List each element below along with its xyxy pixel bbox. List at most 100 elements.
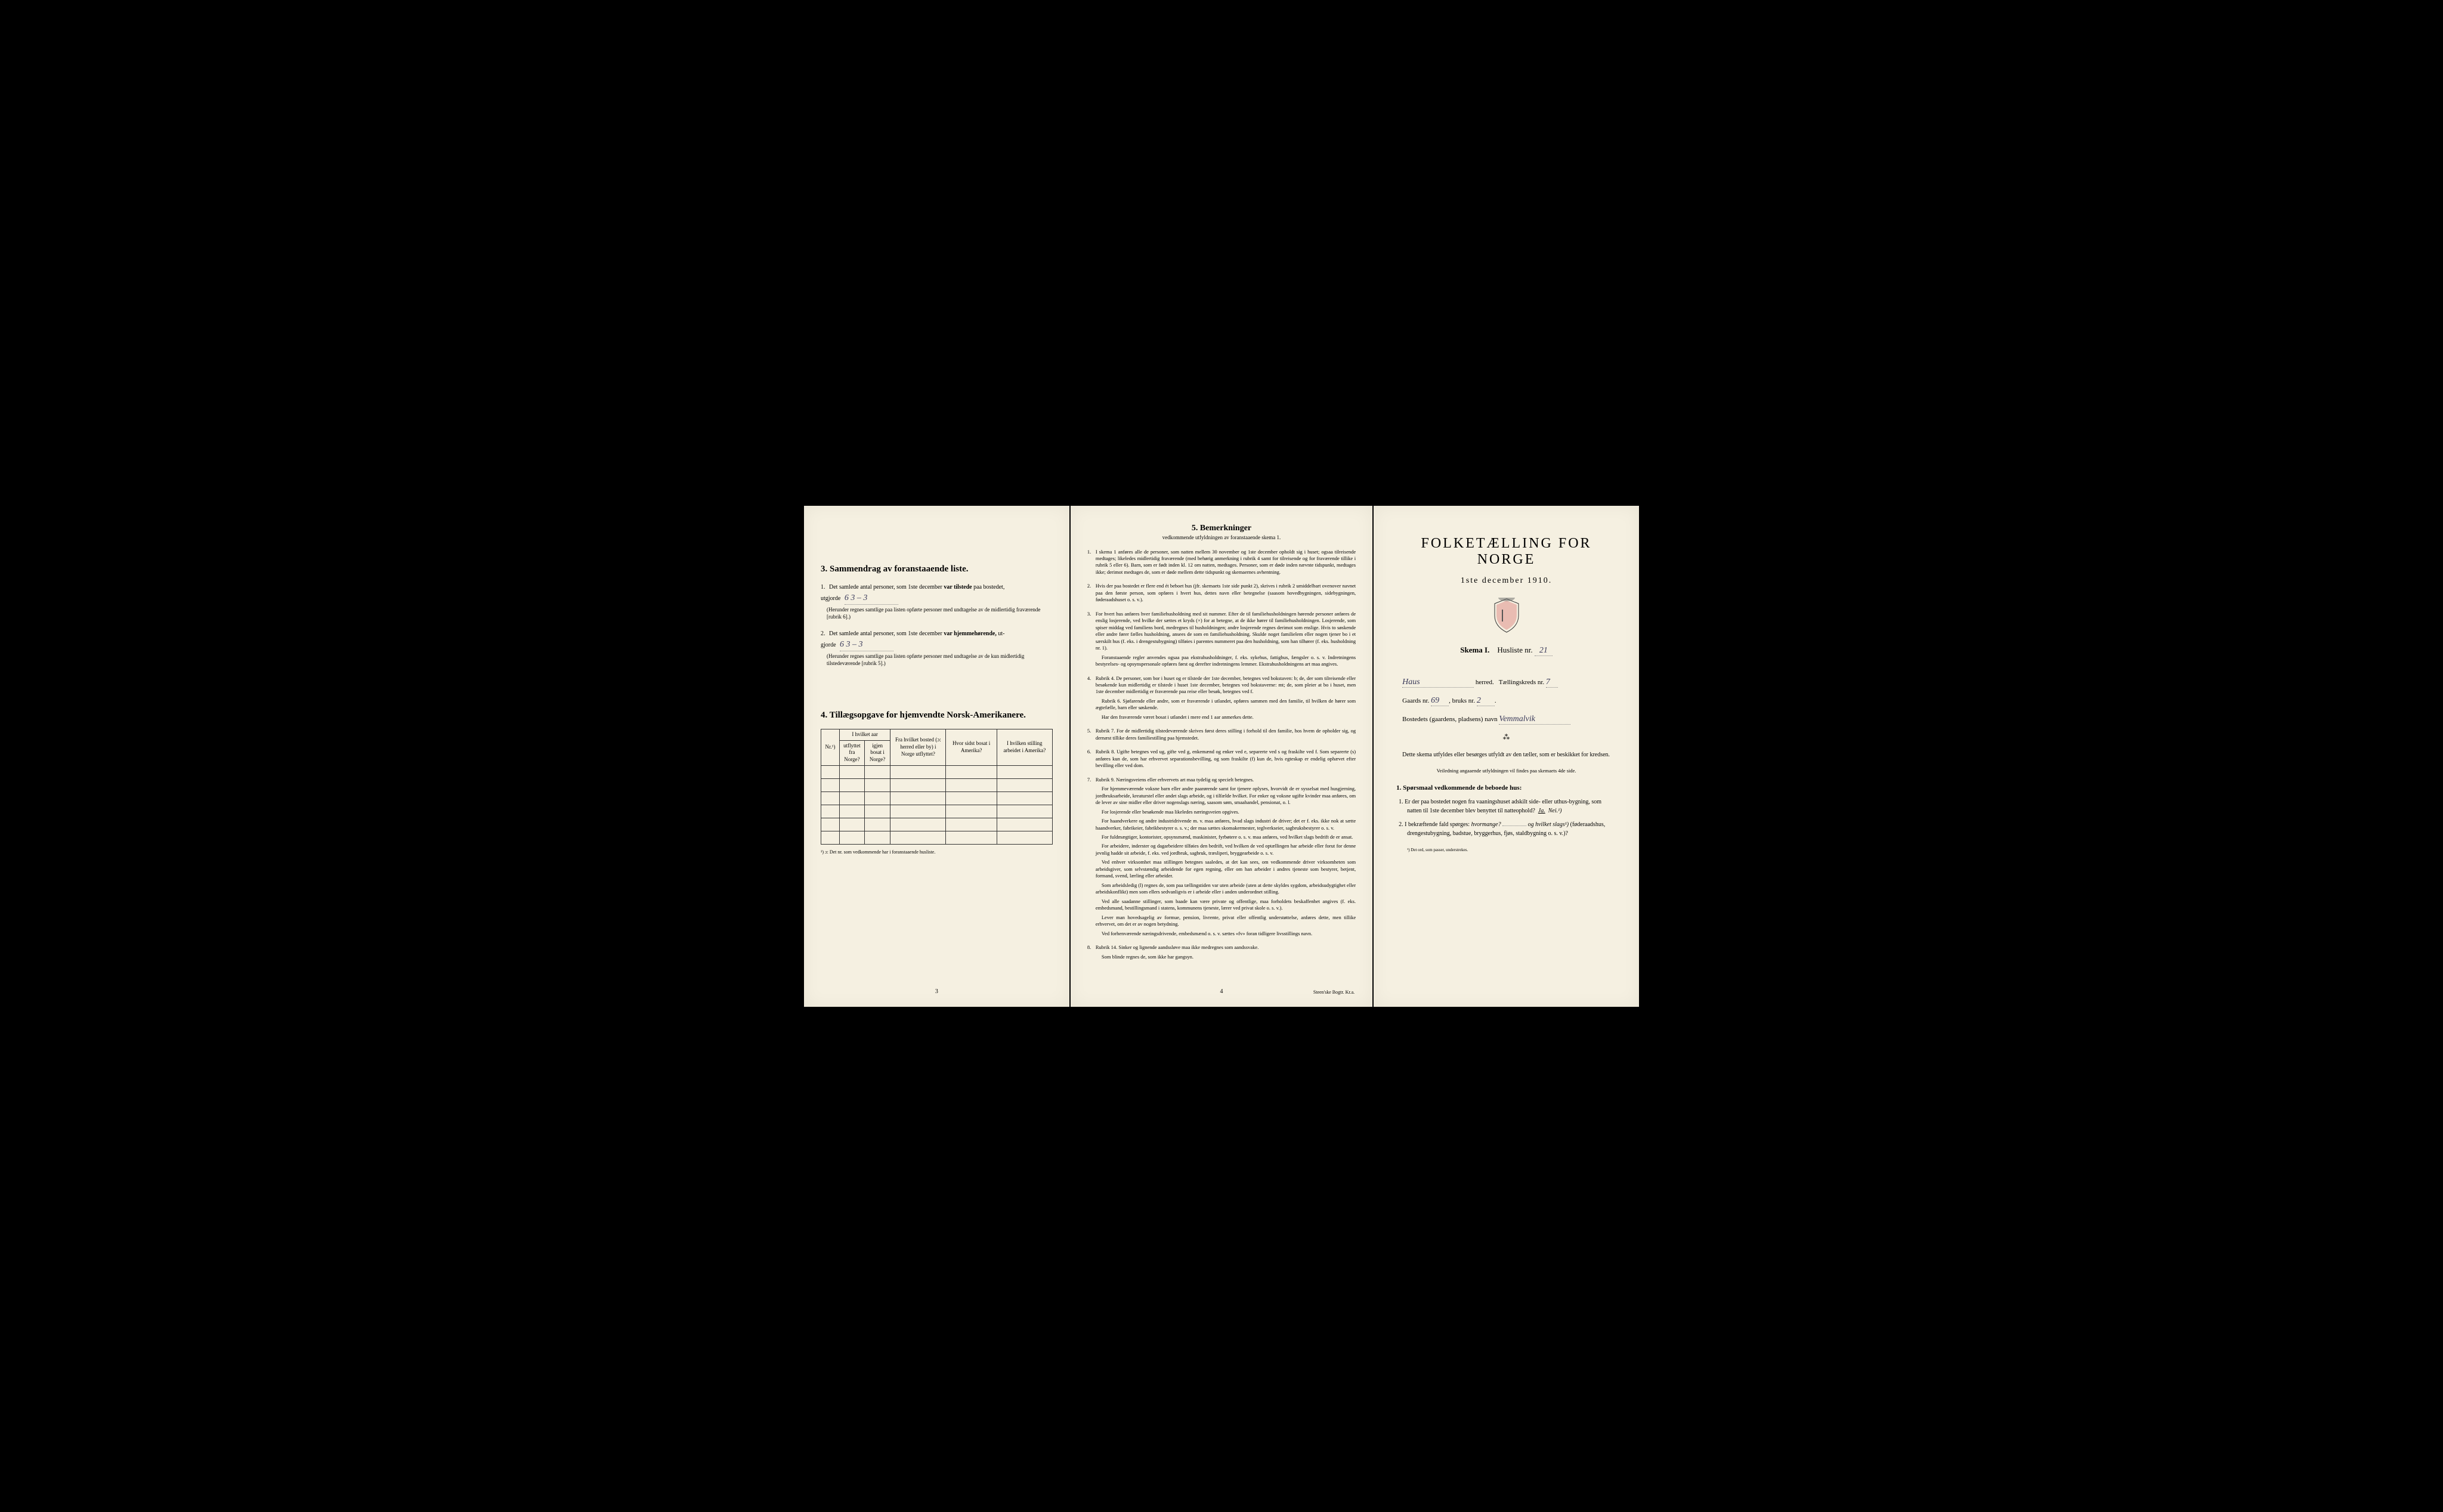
item-2-text-a: Det samlede antal personer, som 1ste dec… xyxy=(829,630,942,637)
remarks-subtitle: vedkommende utfyldningen av foranstaaend… xyxy=(1087,534,1356,540)
item-2-text-d: gjorde xyxy=(821,642,836,648)
tkreds-nr: 7 xyxy=(1546,678,1550,687)
remarks-title-text: Bemerkninger xyxy=(1200,524,1251,533)
item-2-text-b: var hjemmehørende, xyxy=(944,630,997,637)
item-2-handwritten: 6 3 – 3 xyxy=(840,640,863,649)
main-title: FOLKETÆLLING FOR NORGE xyxy=(1390,536,1622,568)
table-row xyxy=(821,765,1053,778)
remark-text: Hvis der paa bostedet er flere end ét be… xyxy=(1096,583,1356,605)
instruction-text: Dette skema utfyldes eller besørges utfy… xyxy=(1396,750,1616,759)
bosted-line: Bostedets (gaardens, pladsens) navn Vemm… xyxy=(1390,715,1622,725)
th-nr: Nr.¹) xyxy=(821,729,840,765)
item-1-text-b: var tilstede xyxy=(944,584,972,590)
remark-number: 3. xyxy=(1087,611,1096,670)
remark-item: 2.Hvis der paa bostedet er flere end ét … xyxy=(1087,583,1356,605)
item-1-note: (Herunder regnes samtlige paa listen opf… xyxy=(827,606,1053,621)
section-4-title: 4. Tillægsopgave for hjemvendte Norsk-Am… xyxy=(821,710,1053,721)
husliste-nr: 21 xyxy=(1539,646,1548,655)
remark-item: 5.Rubrik 7. For de midlertidig tilstedev… xyxy=(1087,728,1356,744)
section-3-title: 3. Sammendrag av foranstaaende liste. xyxy=(821,564,1053,574)
remarks-list: 1.I skema 1 anføres alle de personer, so… xyxy=(1087,549,1356,963)
q2-num: 2. xyxy=(1399,821,1403,828)
q2-text-b: hvormange? xyxy=(1471,821,1501,828)
husliste-label: Husliste nr. xyxy=(1497,645,1532,654)
remark-text: Rubrik 9. Næringsveiens eller erhvervets… xyxy=(1096,777,1356,939)
coat-of-arms-icon xyxy=(1492,598,1522,633)
questions-heading: 1. Spørsmaal vedkommende de beboede hus: xyxy=(1396,784,1622,791)
table-row xyxy=(821,818,1053,831)
bosted-label: Bostedets (gaardens, pladsens) navn xyxy=(1402,716,1497,723)
remark-item: 1.I skema 1 anføres alle de personer, so… xyxy=(1087,549,1356,579)
page-number-3: 3 xyxy=(935,988,938,995)
q1-text: Er der paa bostedet nogen fra vaaningshu… xyxy=(1405,799,1601,814)
item-1-text-a: Det samlede antal personer, som 1ste dec… xyxy=(829,584,942,590)
table-body xyxy=(821,765,1053,844)
document-spread: 3. Sammendrag av foranstaaende liste. 1.… xyxy=(804,506,1639,1007)
q2-text-a: I bekræftende fald spørges: xyxy=(1405,821,1470,828)
remarks-title: 5. Bemerkninger xyxy=(1087,524,1356,533)
page-4: 5. Bemerkninger vedkommende utfyldningen… xyxy=(1071,506,1372,1007)
item-1-handwritten: 6 3 – 3 xyxy=(845,593,868,602)
ornament-divider: ⁂ xyxy=(1390,733,1622,742)
remark-text: Rubrik 7. For de midlertidig tilstedevær… xyxy=(1096,728,1356,744)
skema-line: Skema I. Husliste nr. 21 xyxy=(1390,645,1622,656)
remark-number: 5. xyxy=(1087,728,1096,744)
item-2-num: 2. xyxy=(821,630,825,637)
remark-number: 1. xyxy=(1087,549,1096,579)
q1-nei: Nei.¹) xyxy=(1548,808,1562,814)
q2-text-c: og hvilket slags¹) xyxy=(1528,821,1569,828)
gaards-nr: 69 xyxy=(1431,696,1439,705)
table-row xyxy=(821,831,1053,844)
question-1: 1. Er der paa bostedet nogen fra vaaning… xyxy=(1407,797,1616,815)
item-1: 1. Det samlede antal personer, som 1ste … xyxy=(821,583,1053,621)
page-3: 3. Sammendrag av foranstaaende liste. 1.… xyxy=(804,506,1069,1007)
section-3-number: 3. xyxy=(821,564,827,574)
remark-number: 8. xyxy=(1087,944,1096,963)
remark-item: 8.Rubrik 14. Sinker og lignende aandsslø… xyxy=(1087,944,1356,963)
item-1-num: 1. xyxy=(821,584,825,590)
herred-label: herred. xyxy=(1476,679,1494,686)
section-3-title-text: Sammendrag av foranstaaende liste. xyxy=(830,564,969,574)
remark-text: For hvert hus anføres hver familiehushol… xyxy=(1096,611,1356,670)
skema-label: Skema I. xyxy=(1460,645,1489,654)
table-row xyxy=(821,778,1053,791)
item-1-text-c: paa bostedet, xyxy=(973,584,1004,590)
gaards-line: Gaards nr. 69, bruks nr. 2. xyxy=(1390,696,1622,706)
instruction-subtext: Veiledning angaaende utfyldningen vil fi… xyxy=(1390,768,1622,774)
gaards-label: Gaards nr. xyxy=(1402,697,1429,704)
herred-name: Haus xyxy=(1402,678,1420,687)
supplementary-table: Nr.¹) I hvilket aar Fra hvilket bosted (… xyxy=(821,729,1053,845)
remark-item: 4.Rubrik 4. De personer, som bor i huset… xyxy=(1087,675,1356,723)
item-2: 2. Det samlede antal personer, som 1ste … xyxy=(821,629,1053,667)
remark-number: 4. xyxy=(1087,675,1096,723)
page-1-title: FOLKETÆLLING FOR NORGE 1ste december 191… xyxy=(1374,506,1639,1007)
bruks-label: bruks nr. xyxy=(1452,697,1476,704)
tkreds-label: Tællingskreds nr. xyxy=(1499,679,1544,686)
q1-num: 1. xyxy=(1399,799,1403,805)
table-row xyxy=(821,791,1053,805)
th-stilling: I hvilken stilling arbeidet i Amerika? xyxy=(997,729,1052,765)
section-4-title-text: Tillægsopgave for hjemvendte Norsk-Ameri… xyxy=(830,710,1026,720)
page-number-4: 4 xyxy=(1220,988,1223,995)
item-2-note: (Herunder regnes samtlige paa listen opf… xyxy=(827,653,1053,667)
q1-ja: Ja. xyxy=(1538,808,1545,814)
th-bosat: igjen bosat i Norge? xyxy=(864,740,890,765)
remark-item: 3.For hvert hus anføres hver familiehush… xyxy=(1087,611,1356,670)
th-amerika: Hvor sidst bosat i Amerika? xyxy=(946,729,997,765)
remark-number: 7. xyxy=(1087,777,1096,939)
th-utflyttet: utflyttet fra Norge? xyxy=(840,740,865,765)
table-row xyxy=(821,805,1053,818)
section-4-number: 4. xyxy=(821,710,827,720)
page1-footnote: ¹) Det ord, som passer, understrekes. xyxy=(1407,848,1616,852)
remarks-title-num: 5. xyxy=(1192,524,1198,533)
item-1-text-d: utgjorde xyxy=(821,595,840,602)
item-2-text-c: ut- xyxy=(998,630,1004,637)
bruks-nr: 2 xyxy=(1477,696,1481,705)
th-bosted: Fra hvilket bosted (ɔ: herred eller by) … xyxy=(890,729,946,765)
q-heading-num: 1. xyxy=(1396,784,1401,791)
remark-text: Rubrik 14. Sinker og lignende aandssløve… xyxy=(1096,944,1356,963)
remark-item: 6.Rubrik 8. Ugifte betegnes ved ug, gift… xyxy=(1087,749,1356,771)
remark-text: Rubrik 8. Ugifte betegnes ved ug, gifte … xyxy=(1096,749,1356,771)
census-date: 1ste december 1910. xyxy=(1390,576,1622,586)
remark-number: 2. xyxy=(1087,583,1096,605)
